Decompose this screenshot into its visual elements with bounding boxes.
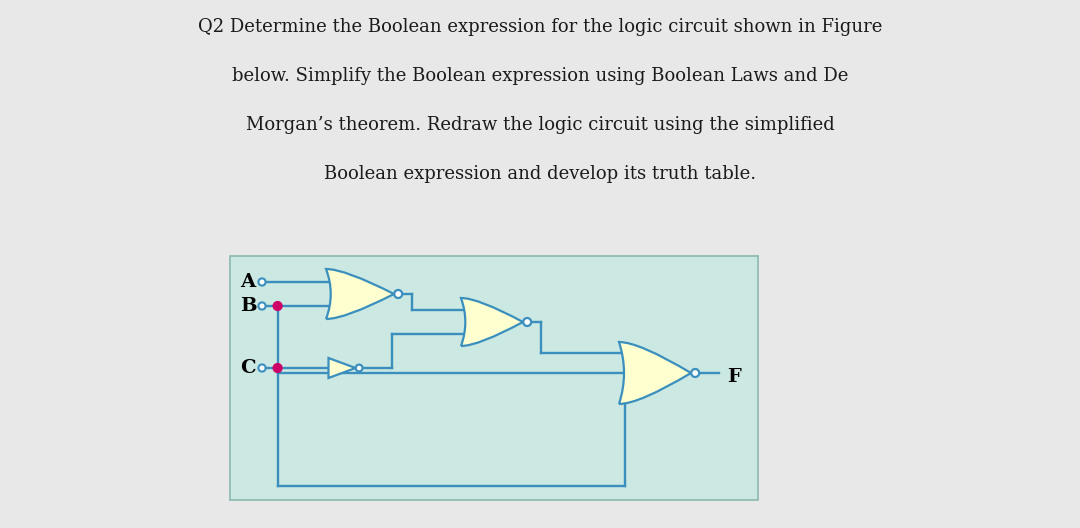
Circle shape: [258, 364, 266, 372]
Text: Q2 Determine the Boolean expression for the logic circuit shown in Figure: Q2 Determine the Boolean expression for …: [198, 18, 882, 36]
Circle shape: [355, 365, 363, 371]
PathPatch shape: [619, 342, 691, 404]
Circle shape: [523, 318, 531, 326]
Text: Morgan’s theorem. Redraw the logic circuit using the simplified: Morgan’s theorem. Redraw the logic circu…: [245, 116, 835, 134]
Text: F: F: [727, 368, 741, 386]
Circle shape: [394, 290, 402, 298]
Circle shape: [258, 278, 266, 286]
FancyBboxPatch shape: [230, 256, 758, 500]
Text: C: C: [240, 359, 256, 377]
Circle shape: [273, 364, 282, 372]
PathPatch shape: [461, 298, 523, 346]
Circle shape: [258, 303, 266, 309]
Text: A: A: [240, 273, 255, 291]
Text: below. Simplify the Boolean expression using Boolean Laws and De: below. Simplify the Boolean expression u…: [232, 67, 848, 85]
Text: Boolean expression and develop its truth table.: Boolean expression and develop its truth…: [324, 165, 756, 183]
Polygon shape: [328, 358, 355, 378]
PathPatch shape: [326, 269, 394, 319]
Text: B: B: [240, 297, 257, 315]
Circle shape: [273, 301, 282, 310]
Circle shape: [691, 369, 699, 377]
